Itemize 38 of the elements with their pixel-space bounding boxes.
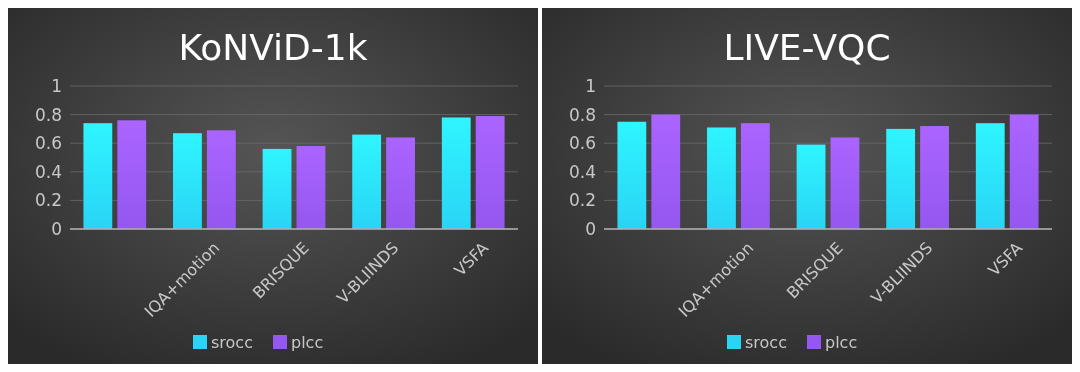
y-tick-label: 0.2 <box>568 190 596 211</box>
y-tick-label: 0.4 <box>568 161 596 182</box>
bar <box>796 144 826 229</box>
bar <box>117 120 147 229</box>
chart-title: KoNViD-1k <box>178 27 368 68</box>
y-tick-label: 0 <box>585 218 596 239</box>
bar <box>386 137 415 229</box>
y-tick-label: 0.6 <box>34 133 62 154</box>
bar <box>707 127 736 229</box>
chart-title: LIVE-VQC <box>723 27 891 68</box>
bar <box>475 116 505 229</box>
y-tick-label: 0 <box>51 218 62 239</box>
bar <box>975 123 1005 229</box>
bar <box>830 137 860 229</box>
legend-label: plcc <box>291 332 324 352</box>
bar <box>441 117 471 229</box>
bar <box>886 128 916 229</box>
legend-label: plcc <box>825 332 858 352</box>
bar <box>740 123 770 229</box>
y-tick-label: 0.2 <box>34 190 62 211</box>
bar <box>920 126 949 229</box>
bar <box>296 146 326 229</box>
y-tick-label: 0.8 <box>568 104 596 125</box>
y-tick-label: 0.4 <box>34 161 62 182</box>
y-tick-label: 1 <box>51 75 62 96</box>
bar <box>352 134 382 229</box>
legend-label: srocc <box>211 332 253 352</box>
bar <box>1009 114 1039 229</box>
legend-label: srocc <box>745 332 787 352</box>
bar <box>617 121 647 229</box>
bar <box>206 130 236 229</box>
bar <box>651 114 681 229</box>
bar <box>262 148 292 229</box>
y-tick-label: 0.8 <box>34 104 62 125</box>
y-tick-label: 0.6 <box>568 133 596 154</box>
bar <box>83 123 113 229</box>
y-tick-label: 1 <box>585 75 596 96</box>
bar <box>173 133 202 229</box>
